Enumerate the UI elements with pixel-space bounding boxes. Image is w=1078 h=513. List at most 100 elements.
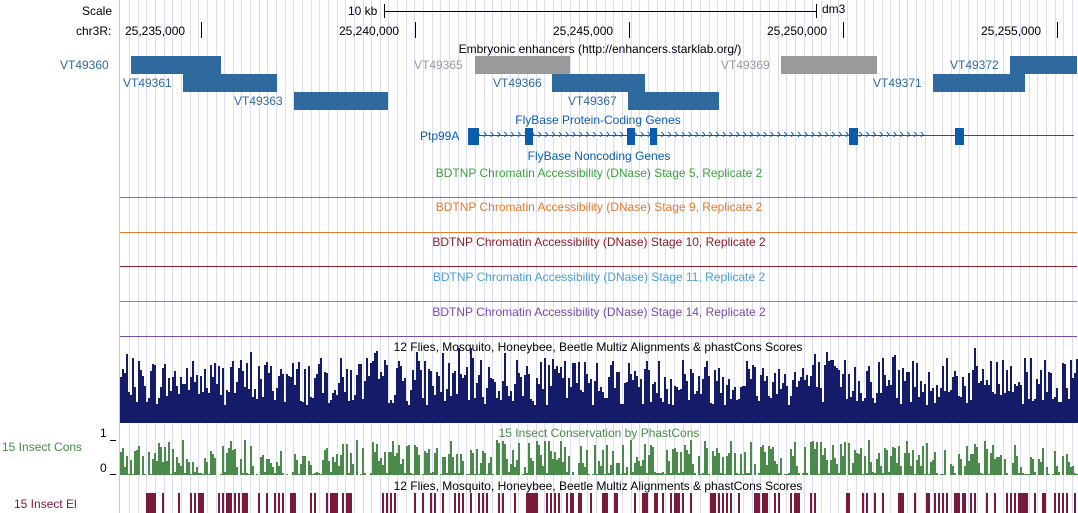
element-bar <box>1054 493 1056 513</box>
ruler-tick <box>629 22 630 38</box>
cons-bar <box>440 474 442 475</box>
cons-bar <box>834 458 836 475</box>
multiz-bar <box>730 399 732 423</box>
multiz-bar <box>948 392 950 423</box>
multiz-bar <box>860 393 862 423</box>
cons-bar <box>768 446 770 475</box>
multiz-bar <box>902 368 904 423</box>
multiz-bar <box>1040 370 1042 423</box>
multiz-bar <box>442 353 444 423</box>
multiz-bar <box>810 376 812 423</box>
enhancer-label[interactable]: VT49360 <box>60 58 109 72</box>
cons-bar <box>364 473 366 475</box>
multiz-bar <box>596 363 598 423</box>
cons-bar <box>314 473 316 475</box>
enhancer-block[interactable] <box>294 92 388 110</box>
dnase-stage10-signal[interactable] <box>120 266 1077 267</box>
cons-bar <box>674 448 676 475</box>
gene-exon[interactable] <box>650 128 657 145</box>
enhancer-block[interactable] <box>475 56 570 74</box>
enhancer-label[interactable]: VT49369 <box>721 58 770 72</box>
multiz-bar <box>976 366 978 423</box>
multiz-bar <box>510 391 512 423</box>
element-bar <box>478 493 480 513</box>
multiz-bar <box>538 384 540 423</box>
cons-bar <box>630 440 632 475</box>
element-bar <box>234 493 236 513</box>
element-bar <box>442 493 444 513</box>
multiz-bar <box>746 361 748 423</box>
gene-exon[interactable] <box>525 128 533 145</box>
cons-bar <box>236 467 238 475</box>
dnase-stage14-signal[interactable] <box>120 336 1077 337</box>
element-bar <box>602 493 606 513</box>
multiz-bar <box>418 361 420 423</box>
multiz-bar <box>582 392 584 423</box>
cons-bar <box>336 454 338 475</box>
enhancer-label[interactable]: VT49366 <box>493 76 542 90</box>
dnase-stage9-signal[interactable] <box>120 232 1077 233</box>
multiz-bar <box>1070 360 1072 423</box>
multiz-bar <box>866 371 868 423</box>
enhancer-label[interactable]: VT49363 <box>234 94 283 108</box>
element-bar <box>810 493 812 513</box>
multiz-bar <box>894 355 896 423</box>
cons-bar <box>686 450 688 475</box>
cons-bar <box>174 472 176 475</box>
cons-bar <box>144 474 146 475</box>
enhancer-block[interactable] <box>131 56 221 74</box>
element-bar <box>550 493 552 513</box>
elements-side-label[interactable]: 15 Insect El <box>14 497 77 511</box>
cons-bar <box>922 446 924 475</box>
ruler-position-label: 25,250,000 <box>767 24 828 38</box>
multiz-bar <box>692 373 694 423</box>
dnase-stage11-signal[interactable] <box>120 301 1077 302</box>
gene-exon[interactable] <box>627 128 635 145</box>
cons-bar <box>976 447 978 475</box>
guide-line <box>1011 0 1012 513</box>
gene-exon[interactable] <box>955 128 964 145</box>
track-margin-line <box>119 0 120 513</box>
gene-exon[interactable] <box>468 128 479 145</box>
enhancer-block[interactable] <box>1010 56 1077 74</box>
enhancer-label[interactable]: VT49372 <box>950 58 999 72</box>
multiz-bar <box>984 385 986 423</box>
enhancer-block[interactable] <box>628 92 719 110</box>
multiz-bar <box>600 387 602 423</box>
cons-bar <box>550 451 552 475</box>
enhancer-block[interactable] <box>781 56 877 74</box>
multiz-bar <box>566 398 568 423</box>
cons-bar <box>142 456 144 475</box>
cons-bar <box>194 472 196 475</box>
gene-exon[interactable] <box>849 128 858 145</box>
enhancer-block[interactable] <box>933 74 1025 92</box>
enhancer-label[interactable]: VT49371 <box>873 76 922 90</box>
cons-bar <box>250 446 252 475</box>
multiz-bar <box>900 404 902 423</box>
element-bar <box>334 493 338 513</box>
multiz-bar <box>808 386 810 423</box>
gene-label[interactable]: Ptp99A <box>420 129 460 143</box>
enhancer-label[interactable]: VT49365 <box>414 58 463 72</box>
multiz-bar <box>804 380 806 423</box>
cons-side-label[interactable]: 15 Insect Cons <box>2 440 83 454</box>
cons-bar <box>984 441 986 475</box>
multiz-bar <box>246 363 248 423</box>
multiz-bar <box>678 390 680 423</box>
multiz-bar <box>1076 359 1078 423</box>
enhancer-label[interactable]: VT49361 <box>123 76 172 90</box>
multiz-bar <box>374 353 376 423</box>
cons-bar <box>854 450 856 475</box>
enhancer-label[interactable]: VT49367 <box>568 94 617 108</box>
guide-line <box>743 0 744 513</box>
cons-bar <box>130 460 132 475</box>
enhancer-block[interactable] <box>183 74 277 92</box>
dnase-stage5-signal[interactable] <box>120 197 1077 198</box>
cons-bar <box>400 464 402 475</box>
enhancer-block[interactable] <box>552 74 645 92</box>
cons-bar <box>298 474 300 475</box>
guide-line <box>293 0 294 513</box>
cons-bar <box>458 473 460 475</box>
multiz-bar <box>1020 385 1022 423</box>
